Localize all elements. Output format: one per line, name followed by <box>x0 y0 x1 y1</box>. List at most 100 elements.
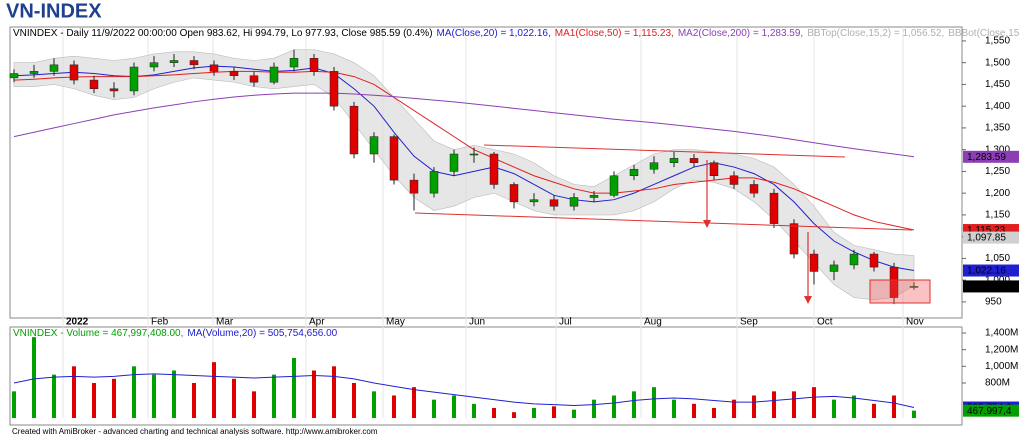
y-tick-label: 1,250 <box>985 166 1010 177</box>
volume-panel <box>9 326 963 426</box>
candle-body <box>109 88 119 92</box>
candle-body <box>429 171 439 194</box>
candle-body <box>249 75 259 83</box>
trend-line <box>483 144 846 158</box>
header-item: BBTop(Close,15,2) = 1,056.52, <box>807 28 944 39</box>
candle-body <box>629 168 639 177</box>
candle-body <box>49 64 59 72</box>
y-tick-label: 1,200 <box>985 188 1010 199</box>
header-item: VNINDEX - Daily 11/9/2022 00:00:00 Open … <box>13 28 433 39</box>
volume-bar <box>92 383 96 418</box>
volume-bar <box>112 378 116 418</box>
value-tag-box <box>963 280 1019 293</box>
candle-body <box>809 253 819 272</box>
y-tick-label: 1,000 <box>985 275 1010 286</box>
x-tick-label: Oct <box>817 317 833 328</box>
header-item: MA(Volume,20) = 505,754,656.00 <box>187 328 337 339</box>
line-series <box>13 70 915 231</box>
value-tag: 1,022.16 <box>963 264 1019 277</box>
line-series <box>13 92 915 158</box>
candle-body <box>489 153 499 185</box>
arrow-head <box>804 296 812 304</box>
y-tick-label: 1,450 <box>985 79 1010 90</box>
value-tag-box <box>963 150 1019 163</box>
x-tick-label: Jul <box>559 317 572 328</box>
value-tag-label: 1,022.16 <box>967 266 1006 277</box>
volume-bar <box>152 374 156 418</box>
candle-body <box>849 253 859 266</box>
y-tick-label: 1,200M <box>985 344 1018 355</box>
x-tick-label: Nov <box>906 317 924 328</box>
volume-bar <box>472 403 476 418</box>
candle-body <box>269 66 279 83</box>
volume-bar <box>132 366 136 418</box>
volume-bar <box>672 399 676 418</box>
candle-body <box>549 199 559 207</box>
candle-body <box>769 192 779 224</box>
value-tag: 467,997,4 <box>963 404 1019 417</box>
volume-bar <box>272 374 276 418</box>
volume-bar <box>912 410 916 418</box>
footer: Created with AmiBroker - advanced charti… <box>12 427 378 436</box>
volume-bar <box>732 399 736 418</box>
candle-body <box>649 162 659 170</box>
volume-bar <box>72 366 76 418</box>
x-tick-label: May <box>386 317 405 328</box>
candle-body <box>209 64 219 72</box>
volume-bar <box>232 378 236 418</box>
candle-body <box>789 223 799 255</box>
candle-body <box>309 58 319 72</box>
candle-body <box>469 153 479 156</box>
volume-bar <box>412 387 416 418</box>
volume-bar <box>212 362 216 418</box>
volume-bar <box>172 370 176 418</box>
x-tick-label: Feb <box>151 317 169 328</box>
volume-bar <box>512 412 516 418</box>
x-tick-label: Jun <box>469 317 485 328</box>
header-item: VNINDEX - Volume = 467,997,408.00, <box>13 328 183 339</box>
volume-bar <box>452 395 456 418</box>
candle-body <box>389 136 399 181</box>
volume-bar <box>492 408 496 418</box>
candle-body <box>589 195 599 198</box>
header-item: MA2(Close,200) = 1,283.59, <box>678 28 803 39</box>
value-tag: 1,097.85 <box>963 231 1019 244</box>
volume-bar <box>892 395 896 418</box>
header-item: BBBot(Close,15,2) <box>948 28 1020 39</box>
candle-body <box>9 73 19 79</box>
volume-bar <box>532 408 536 418</box>
y-tick-label: 1,350 <box>985 123 1010 134</box>
candle-body <box>869 253 879 268</box>
candle-body <box>749 184 759 194</box>
y-tick-label: 1,500 <box>985 57 1010 68</box>
candle-body <box>409 179 419 194</box>
volume-bar <box>752 395 756 418</box>
y-tick-label: 1,400M <box>985 328 1018 339</box>
y-tick-label: 1,550 <box>985 36 1010 47</box>
panel-header: VNINDEX - Volume = 467,997,408.00, MA(Vol… <box>13 328 338 339</box>
volume-bar <box>592 399 596 418</box>
candle-body <box>129 66 139 92</box>
candle-body <box>609 175 619 196</box>
value-tag-box <box>963 404 1019 417</box>
volume-bar <box>332 366 336 418</box>
highlight-box <box>869 279 931 304</box>
volume-bar <box>192 383 196 418</box>
y-tick-label: 800M <box>985 378 1010 389</box>
volume-bar <box>252 391 256 418</box>
header-item: MA(Close,20) = 1,022.16, <box>437 28 551 39</box>
volume-bar <box>312 370 316 418</box>
y-tick-label: 950 <box>985 297 1002 308</box>
candle-body <box>529 199 539 203</box>
volume-bar <box>572 409 576 418</box>
value-tag-label: 1,115.23 <box>967 225 1006 236</box>
line-series <box>13 373 915 409</box>
y-tick-label: 1,400 <box>985 101 1010 112</box>
volume-bar <box>692 403 696 418</box>
x-tick-label: Mar <box>216 317 234 328</box>
volume-bar <box>812 387 816 418</box>
volume-bar <box>352 383 356 418</box>
panel-header: VNINDEX - Daily 11/9/2022 00:00:00 Open … <box>13 28 1020 39</box>
volume-bar <box>292 358 296 418</box>
line-series <box>13 65 915 272</box>
